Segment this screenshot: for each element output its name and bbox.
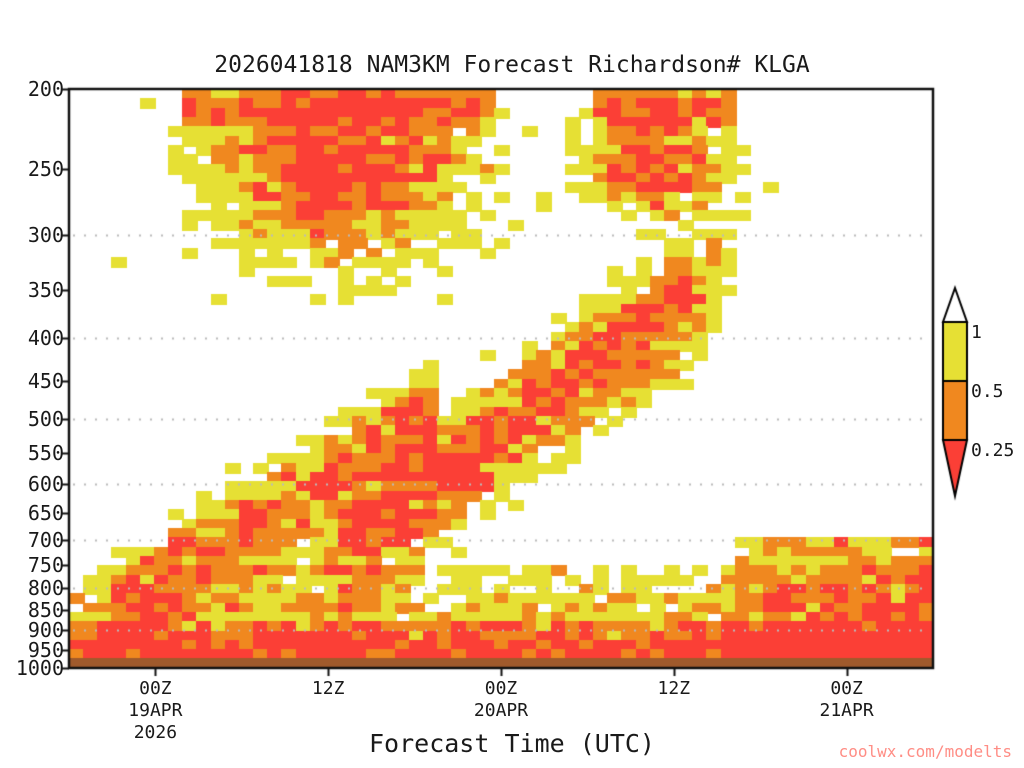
y-axis-tick-450: 450	[27, 368, 64, 393]
y-axis-tick-550: 550	[27, 440, 64, 465]
y-axis-tick-250: 250	[27, 157, 64, 182]
y-axis-tick-600: 600	[27, 472, 64, 497]
watermark-link[interactable]: coolwx.com/modelts	[838, 742, 1012, 761]
y-axis-tick-750: 750	[27, 552, 64, 577]
chart-title: 2026041818 NAM3KM Forecast Richardson# K…	[214, 52, 810, 78]
x-axis-tick-group-0: 00Z 19APR 2026	[95, 678, 215, 744]
y-axis-tick-950: 950	[27, 637, 64, 662]
x-axis-tick-group-1: 12Z	[268, 678, 388, 700]
y-axis-tick-850: 850	[27, 597, 64, 622]
y-axis-tick-800: 800	[27, 575, 64, 600]
y-axis-tick-500: 500	[27, 406, 64, 431]
x-axis-tick-date: 20APR	[473, 700, 529, 721]
y-axis-tick-700: 700	[27, 527, 64, 552]
x-axis-tick-year: 2026	[133, 722, 178, 743]
y-axis-tick-200: 200	[27, 77, 64, 101]
x-axis-title: Forecast Time (UTC)	[369, 729, 655, 758]
x-axis-tick-time: 12Z	[657, 678, 691, 699]
x-axis-tick-time: 00Z	[139, 678, 172, 699]
colorbar-tick-1: 1	[971, 322, 982, 343]
x-axis-tick-date: 21APR	[819, 700, 874, 721]
colorbar-tick-labels: 1 0.5 0.25	[964, 280, 1024, 490]
y-axis-tick-350: 350	[27, 278, 64, 303]
x-axis-tick-group-3: 12Z	[614, 678, 734, 700]
y-axis-tick-900: 900	[27, 618, 64, 643]
y-axis-tick-labels: 200 250 300 350 400 450 500 550 600 650 700 750 800 8…	[0, 0, 64, 768]
colorbar-tick-0-25: 0.25	[971, 440, 1015, 461]
x-axis-tick-group-2: 00Z 20APR	[441, 678, 561, 722]
x-axis-tick-time: 00Z	[484, 678, 518, 699]
x-axis-tick-date: 19APR	[128, 700, 183, 721]
y-axis-tick-400: 400	[27, 326, 64, 351]
x-axis-tick-time: 00Z	[830, 678, 863, 699]
y-axis-tick-300: 300	[27, 222, 64, 247]
y-axis-tick-650: 650	[27, 501, 64, 526]
x-axis-tick-group-4: 00Z 21APR	[787, 678, 907, 722]
y-axis-tick-1000: 1000	[15, 656, 64, 680]
colorbar-tick-0-5: 0.5	[971, 381, 1004, 402]
x-axis-tick-time: 12Z	[311, 678, 345, 699]
